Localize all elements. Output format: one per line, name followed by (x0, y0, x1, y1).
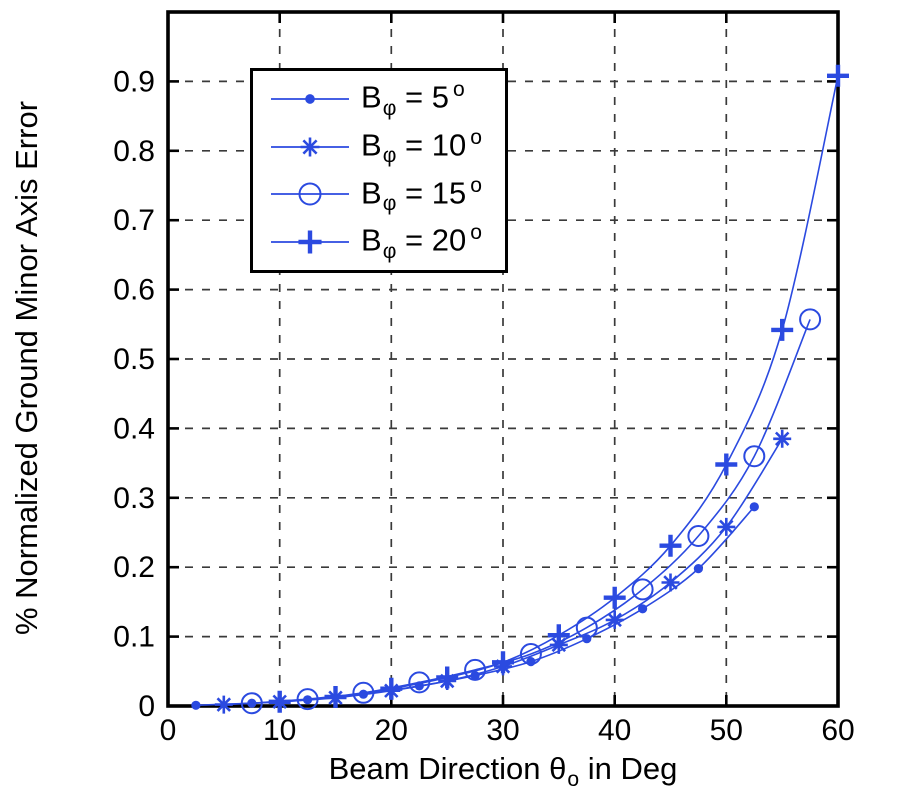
x-tick-labels: 0 10 20 30 40 50 60 (160, 714, 855, 747)
x-tick-label: 10 (263, 714, 296, 747)
x-tick-label: 20 (375, 714, 408, 747)
asterisk-marker-icon (605, 610, 624, 629)
asterisk-marker-icon (773, 429, 792, 448)
y-tick-label: 0.5 (113, 343, 155, 376)
y-tick-label: 0 (138, 690, 155, 723)
dot-marker-icon (305, 94, 315, 104)
asterisk-marker-icon (661, 573, 680, 592)
open-circle-marker-icon (743, 445, 766, 468)
plus-marker-icon (659, 534, 682, 557)
y-tick-label: 0.9 (113, 65, 155, 98)
legend-label: Bφ = 20 o (361, 221, 482, 263)
plus-marker-icon (771, 318, 794, 341)
series-b-phi-5-deg (191, 502, 759, 710)
plus-marker-icon (268, 690, 291, 713)
x-axis-label-suffix: in Deg (579, 751, 678, 786)
x-tick-label: 30 (486, 714, 519, 747)
open-circle-marker-icon (240, 692, 263, 715)
open-circle-marker-icon (408, 671, 431, 694)
y-tick-label: 0.8 (113, 135, 155, 168)
y-axis-label: % Normalized Ground Minor Axis Error (9, 100, 44, 636)
x-tick-label: 40 (598, 714, 631, 747)
plus-marker-icon (324, 686, 347, 708)
dot-marker-icon (191, 700, 201, 710)
x-tick-label: 0 (160, 714, 177, 747)
series-b-phi-20-deg (268, 64, 849, 713)
x-tick-label: 60 (821, 714, 854, 747)
x-axis-label: Beam Direction θo in Deg (168, 751, 838, 792)
plus-marker-icon (298, 230, 322, 254)
open-circle-marker-icon (687, 525, 710, 547)
series-b-phi-15-deg (240, 308, 822, 715)
y-tick-label: 0.4 (113, 412, 155, 445)
asterisk-marker-icon (214, 695, 233, 714)
x-axis-label-prefix: Beam Direction (328, 751, 550, 786)
open-circle-marker-icon (631, 578, 654, 601)
open-circle-marker-icon (352, 681, 375, 704)
legend-item-10deg: Bφ = 10 o (265, 124, 503, 170)
plus-marker-icon (603, 586, 626, 609)
legend-sample-line (271, 182, 349, 206)
legend-sample-line (271, 230, 349, 254)
y-tick-label: 0.2 (113, 551, 155, 584)
plus-marker-icon (492, 651, 514, 674)
y-tick-label: 0.1 (113, 621, 155, 654)
dot-marker-icon (749, 502, 759, 512)
legend-label: Bφ = 10 o (361, 125, 482, 168)
legend: Bφ = 5 o Bφ = 10 o Bφ = 15 o Bφ = 20 o (250, 68, 508, 273)
y-tick-label: 0.6 (113, 274, 155, 307)
legend-item-20deg: Bφ = 20 o (265, 219, 503, 265)
plus-marker-icon (547, 624, 570, 647)
plus-marker-icon (436, 666, 459, 689)
open-circle-marker-icon (799, 308, 822, 331)
theta-subscript: o (567, 767, 580, 791)
plus-marker-icon (715, 453, 738, 476)
y-tick-label: 0.7 (113, 204, 155, 237)
legend-sample-line (271, 137, 349, 157)
open-circle-marker-icon (464, 658, 487, 681)
legend-sample-line (271, 94, 349, 104)
dot-marker-icon (693, 564, 704, 574)
y-tick-label: 0.3 (113, 482, 155, 515)
plus-marker-icon (380, 677, 403, 700)
y-tick-labels: 0 0.1 0.2 0.3 0.4 0.5 0.6 0.7 0.8 0.9 (113, 65, 155, 723)
open-circle-marker-icon (298, 182, 322, 206)
theta-symbol: θ (549, 751, 567, 786)
asterisk-marker-icon (717, 517, 736, 536)
asterisk-marker-icon (300, 137, 320, 157)
legend-label: Bφ = 15 o (361, 173, 482, 215)
plus-marker-icon (827, 64, 849, 87)
x-tick-label: 50 (710, 714, 743, 747)
dot-marker-icon (638, 604, 648, 614)
legend-item-15deg: Bφ = 15 o (265, 171, 503, 217)
